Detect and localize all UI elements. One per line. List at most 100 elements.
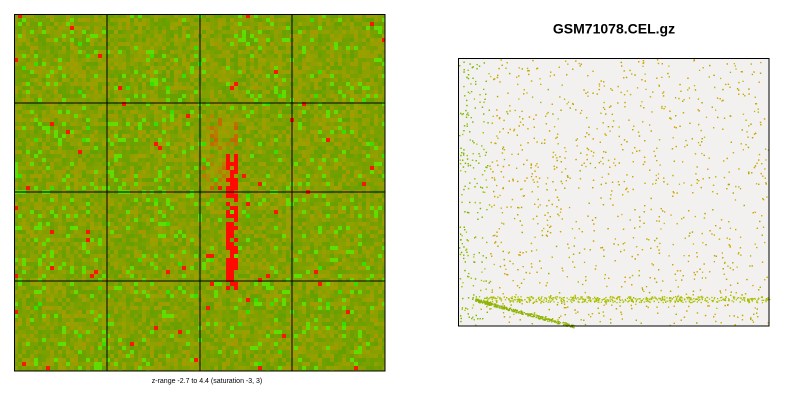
heatmap-cell <box>50 146 54 150</box>
heatmap-cell <box>102 130 106 134</box>
heatmap-cell <box>178 126 182 130</box>
heatmap-cell <box>262 154 266 158</box>
heatmap-cell <box>342 50 346 54</box>
heatmap-cell <box>314 174 318 178</box>
heatmap-cell <box>254 38 258 42</box>
heatmap-cell <box>338 186 342 190</box>
heatmap-cell <box>222 134 226 138</box>
heatmap-cell <box>50 90 54 94</box>
heatmap-cell <box>138 186 142 190</box>
heatmap-cell <box>146 182 150 186</box>
heatmap-cell <box>322 102 326 106</box>
heatmap-cell <box>274 226 278 230</box>
heatmap-cell <box>150 186 154 190</box>
heatmap-cell <box>46 98 50 102</box>
heatmap-cell <box>374 134 378 138</box>
heatmap-cell <box>210 82 214 86</box>
heatmap-cell <box>238 14 242 18</box>
heatmap-cell <box>126 106 130 110</box>
heatmap-cell <box>238 30 242 34</box>
heatmap-cell <box>158 202 162 206</box>
heatmap-cell <box>118 146 122 150</box>
heatmap-cell <box>194 66 198 70</box>
heatmap-cell <box>146 170 150 174</box>
heatmap-cell <box>30 194 34 198</box>
heatmap-cell <box>158 146 162 150</box>
heatmap-cell <box>58 134 62 138</box>
heatmap-cell <box>146 46 150 50</box>
heatmap-cell <box>110 210 114 214</box>
heatmap-cell <box>254 46 258 50</box>
heatmap-cell <box>194 150 198 154</box>
heatmap-cell <box>250 58 254 62</box>
heatmap-cell <box>306 182 310 186</box>
heatmap-cell <box>94 70 98 74</box>
heatmap-cell <box>374 82 378 86</box>
heatmap-cell <box>330 150 334 154</box>
heatmap-cell <box>322 122 326 126</box>
heatmap-cell <box>174 226 178 230</box>
heatmap-cell <box>278 198 282 202</box>
heatmap-cell <box>174 154 178 158</box>
heatmap-cell <box>258 118 262 122</box>
heatmap-cell <box>330 66 334 70</box>
heatmap-cell <box>174 162 178 166</box>
heatmap-cell <box>142 70 146 74</box>
heatmap-cell <box>306 222 310 226</box>
heatmap-cell <box>310 98 314 102</box>
heatmap-cell <box>370 38 374 42</box>
heatmap-cell <box>354 118 358 122</box>
heatmap-cell <box>110 38 114 42</box>
heatmap-cell <box>322 214 326 218</box>
heatmap-cell <box>138 98 142 102</box>
heatmap-cell <box>166 86 170 90</box>
heatmap-cell <box>370 46 374 50</box>
heatmap-cell <box>382 102 385 106</box>
heatmap-cell <box>126 62 130 66</box>
heatmap-cell <box>330 198 334 202</box>
heatmap-cell <box>274 86 278 90</box>
heatmap-cell <box>98 42 102 46</box>
heatmap-cell <box>54 114 58 118</box>
heatmap-cell <box>294 22 298 26</box>
heatmap-cell <box>94 46 98 50</box>
heatmap-cell <box>118 194 122 198</box>
heatmap-cell <box>170 162 174 166</box>
heatmap-cell <box>70 42 74 46</box>
heatmap-cell <box>294 42 298 46</box>
heatmap-cell <box>218 214 222 218</box>
heatmap-cell <box>14 154 18 158</box>
heatmap-cell <box>194 62 198 66</box>
heatmap-cell <box>206 142 210 146</box>
heatmap-cell <box>234 98 238 102</box>
heatmap-cell <box>226 94 230 98</box>
heatmap-cell <box>118 98 122 102</box>
heatmap-cell <box>14 218 18 222</box>
heatmap-cell <box>38 178 42 182</box>
heatmap-cell <box>22 142 26 146</box>
heatmap-cell <box>226 186 230 190</box>
heatmap-cell <box>382 146 385 150</box>
heatmap-cell <box>234 78 238 82</box>
heatmap-cell <box>114 130 118 134</box>
heatmap-cell <box>178 202 182 206</box>
heatmap-cell <box>34 42 38 46</box>
heatmap-cell <box>62 70 66 74</box>
heatmap-cell <box>242 206 246 210</box>
heatmap-cell <box>26 106 30 110</box>
heatmap-cell <box>230 94 234 98</box>
heatmap-cell <box>62 202 66 206</box>
heatmap-cell <box>30 78 34 82</box>
heatmap-cell <box>218 166 222 170</box>
heatmap-cell <box>230 198 234 202</box>
heatmap-cell <box>246 58 250 62</box>
heatmap-cell <box>354 42 358 46</box>
heatmap-cell <box>18 26 22 30</box>
heatmap-cell <box>202 194 206 198</box>
heatmap-cell <box>98 74 102 78</box>
heatmap-cell <box>114 38 118 42</box>
heatmap-cell <box>294 218 298 222</box>
heatmap-cell <box>126 66 130 70</box>
heatmap-cell <box>286 18 290 22</box>
heatmap-cell <box>250 22 254 26</box>
